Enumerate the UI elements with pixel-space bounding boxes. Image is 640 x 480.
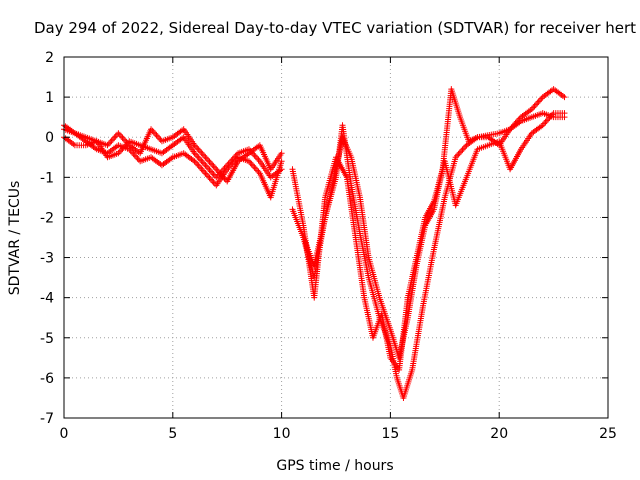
x-tick-label: 20 bbox=[490, 426, 508, 442]
y-tick-label: -5 bbox=[40, 331, 54, 347]
series-track-f bbox=[300, 86, 568, 361]
plot-frame bbox=[63, 56, 609, 419]
y-tick-label: -3 bbox=[40, 251, 54, 267]
y-axis-label: SDTVAR / TECUs bbox=[7, 181, 23, 296]
chart-plot-area bbox=[61, 86, 568, 401]
x-axis-label: GPS time / hours bbox=[276, 458, 393, 474]
plus-markers bbox=[289, 110, 568, 401]
y-tick-label: 0 bbox=[45, 130, 54, 146]
series-track-e bbox=[289, 110, 568, 373]
x-tick-label: 25 bbox=[599, 426, 617, 442]
y-tick-label: -4 bbox=[40, 291, 54, 307]
series-track-d bbox=[289, 110, 568, 401]
y-tick-label: -7 bbox=[40, 411, 54, 427]
plus-markers bbox=[289, 110, 568, 373]
y-tick-label: -6 bbox=[40, 371, 54, 387]
y-tick-label: 1 bbox=[45, 90, 54, 106]
y-tick-label: 2 bbox=[45, 50, 54, 66]
chart-title: Day 294 of 2022, Sidereal Day-to-day VTE… bbox=[34, 19, 636, 37]
y-tick-label: -1 bbox=[40, 170, 54, 186]
x-tick-label: 0 bbox=[60, 426, 69, 442]
x-tick-label: 15 bbox=[381, 426, 399, 442]
x-tick-label: 5 bbox=[168, 426, 177, 442]
y-tick-label: -2 bbox=[40, 210, 54, 226]
x-tick-label: 10 bbox=[273, 426, 291, 442]
